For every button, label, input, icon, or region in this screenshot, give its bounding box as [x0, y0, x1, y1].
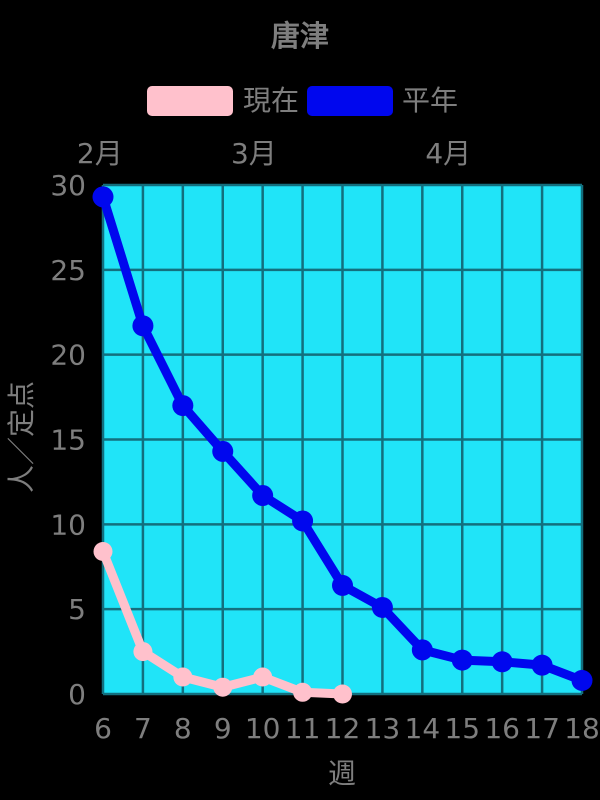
month-label: 2月: [77, 137, 123, 170]
data-point: [332, 574, 353, 596]
data-point: [292, 510, 314, 532]
y-tick-label: 5: [68, 593, 86, 626]
month-label: 3月: [231, 137, 277, 170]
y-tick-label: 15: [50, 424, 86, 457]
x-tick-label: 16: [484, 712, 520, 745]
x-tick-label: 7: [134, 712, 152, 745]
x-tick-label: 13: [365, 712, 401, 745]
data-point: [411, 639, 433, 661]
x-tick-label: 10: [245, 712, 281, 745]
data-point: [172, 395, 194, 417]
month-label: 4月: [425, 137, 471, 170]
x-axis-label: 週: [327, 757, 357, 790]
x-tick-label: 6: [94, 712, 112, 745]
data-point: [293, 682, 313, 702]
data-point: [451, 649, 473, 671]
data-point: [571, 669, 593, 691]
x-tick-label: 15: [444, 712, 480, 745]
legend-label-current: 現在: [243, 84, 300, 117]
data-point: [212, 440, 234, 462]
data-point: [371, 596, 393, 618]
y-tick-label: 25: [50, 254, 86, 287]
data-point: [531, 654, 553, 676]
data-point: [132, 315, 154, 337]
x-tick-label: 12: [325, 712, 361, 745]
y-tick-label: 30: [50, 169, 86, 202]
legend-swatch-current: [147, 86, 233, 116]
data-point: [252, 484, 274, 506]
x-tick-label: 17: [524, 712, 560, 745]
data-point: [93, 541, 113, 561]
legend: 現在 平年: [0, 0, 600, 130]
legend-label-normal: 平年: [402, 84, 459, 117]
data-point: [491, 651, 513, 673]
data-point: [253, 667, 273, 687]
y-tick-label: 10: [50, 508, 86, 541]
data-point: [173, 667, 193, 687]
data-point: [333, 684, 352, 704]
x-tick-label: 18: [564, 712, 600, 745]
x-tick-label: 8: [174, 712, 192, 745]
data-point: [213, 677, 233, 697]
data-point: [133, 642, 153, 662]
chart-title: 唐津: [270, 19, 329, 53]
legend-swatch-normal: [307, 86, 393, 116]
y-tick-label: 0: [68, 678, 86, 711]
x-tick-label: 14: [405, 712, 441, 745]
data-point: [92, 186, 114, 208]
x-tick-label: 9: [214, 712, 232, 745]
x-tick-label: 11: [285, 712, 321, 745]
y-tick-label: 20: [50, 339, 86, 372]
y-axis-label: 人／定点: [5, 380, 38, 494]
